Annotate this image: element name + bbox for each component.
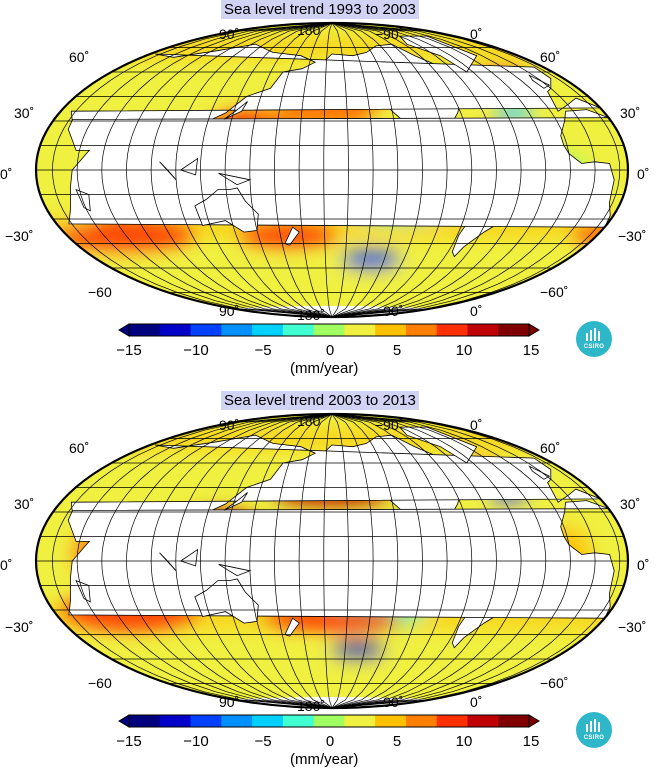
colorbar-tick: 10 <box>455 342 473 359</box>
lat-label-left-0: 0˚ <box>0 166 13 182</box>
lat-label-right-minus60: −60˚ <box>540 284 569 300</box>
colorbar-unit: (mm/year) <box>290 751 359 768</box>
lat-label-right-minus60: −60˚ <box>540 675 569 691</box>
csiro-logo-text: CSIRO <box>583 344 605 350</box>
lon-label-top-0: 0˚ <box>470 26 483 42</box>
sea-level-map <box>34 21 630 319</box>
colorbar-tick: 5 <box>392 342 402 359</box>
colorbar <box>118 323 540 337</box>
colorbar-unit: (mm/year) <box>290 360 359 377</box>
lon-label-bottom-90: 90˚ <box>219 694 240 710</box>
lat-label-right-60: 60˚ <box>540 440 561 456</box>
csiro-logo-text: CSIRO <box>583 735 605 741</box>
lon-label-top-180: 180˚ <box>297 413 326 429</box>
lat-label-right-minus30: −30˚ <box>618 228 647 244</box>
csiro-logo-icon <box>586 719 600 732</box>
lon-label-bottom-minus90: −90˚ <box>375 303 404 319</box>
lon-label-top-minus90: −90˚ <box>375 26 404 42</box>
panel-title: Sea level trend 1993 to 2003 <box>221 0 419 19</box>
lat-label-left-minus60: −60 <box>88 675 112 691</box>
lat-label-left-minus60: −60 <box>88 284 112 300</box>
lon-label-bottom-minus90: −90˚ <box>375 694 404 710</box>
colorbar-tick: −5 <box>254 733 272 750</box>
csiro-logo: CSIRO <box>576 321 612 357</box>
lat-label-right-30: 30˚ <box>620 496 641 512</box>
colorbar-ticks: −15 −10 −5 0 5 10 15 <box>0 734 659 752</box>
lat-label-right-30: 30˚ <box>620 105 641 121</box>
lon-label-top-0: 0˚ <box>470 417 483 433</box>
colorbar <box>118 714 540 728</box>
lon-label-bottom-90: 90˚ <box>219 303 240 319</box>
lon-label-bottom-0: 0˚ <box>470 694 483 710</box>
lat-label-right-0: 0˚ <box>637 166 650 182</box>
colorbar-tick: −5 <box>254 342 272 359</box>
lon-label-top-minus90: −90˚ <box>375 417 404 433</box>
sea-level-map <box>34 412 630 710</box>
colorbar-tick: −15 <box>116 733 142 750</box>
colorbar-tick: 15 <box>522 733 540 750</box>
colorbar-tick: −15 <box>116 342 142 359</box>
lat-label-right-60: 60˚ <box>540 49 561 65</box>
colorbar-tick: 10 <box>455 733 473 750</box>
colorbar-tick: 15 <box>522 342 540 359</box>
map-panel-1993-2003: Sea level trend 1993 to 2003 90˚ 180˚ −9… <box>0 0 659 386</box>
lat-label-left-30: 30˚ <box>14 496 35 512</box>
lon-label-bottom-180: 180˚ <box>297 307 326 323</box>
lat-label-left-minus30: −30˚ <box>5 619 34 635</box>
lon-label-top-90: 90˚ <box>219 26 240 42</box>
lon-label-top-180: 180˚ <box>297 22 326 38</box>
csiro-logo: CSIRO <box>576 712 612 748</box>
lat-label-left-60: 60˚ <box>69 440 90 456</box>
lon-label-bottom-180: 180˚ <box>297 698 326 714</box>
colorbar-tick: 5 <box>392 733 402 750</box>
lat-label-left-minus30: −30˚ <box>5 228 34 244</box>
colorbar-tick: 0 <box>325 342 335 359</box>
lat-label-right-minus30: −30˚ <box>618 619 647 635</box>
lon-label-bottom-0: 0˚ <box>470 303 483 319</box>
colorbar-ticks: −15 −10 −5 0 5 10 15 <box>0 343 659 361</box>
lat-label-left-0: 0˚ <box>0 557 13 573</box>
csiro-logo-icon <box>586 328 600 341</box>
lat-label-left-60: 60˚ <box>69 49 90 65</box>
colorbar-tick: 0 <box>325 733 335 750</box>
lat-label-left-30: 30˚ <box>14 105 35 121</box>
colorbar-tick: −10 <box>183 733 209 750</box>
lat-label-right-0: 0˚ <box>637 557 650 573</box>
colorbar-tick: −10 <box>183 342 209 359</box>
map-panel-2003-2013: Sea level trend 2003 to 2013 90˚ 180˚ −9… <box>0 391 659 777</box>
lon-label-top-90: 90˚ <box>219 417 240 433</box>
panel-title: Sea level trend 2003 to 2013 <box>221 391 419 410</box>
